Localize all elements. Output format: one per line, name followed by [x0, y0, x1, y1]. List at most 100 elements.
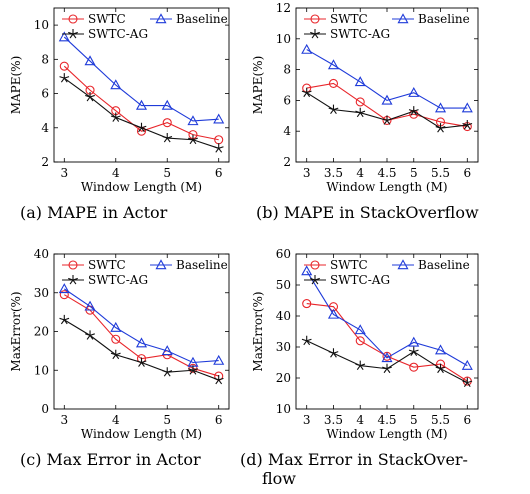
chart-d-xtick-label: 5.5 — [431, 413, 450, 427]
chart-c-legend-label-swtc-ag: SWTC-AG — [88, 273, 148, 287]
chart-d-line-baseline — [306, 270, 468, 367]
chart-b-point-swtc-ag — [328, 104, 339, 115]
chart-b-ytick-label: 4 — [283, 124, 291, 138]
chart-b: 3 3.5 4 4.5 5 5.5 6 2 4 6 8 10 12 Window Length (M) MA… — [251, 1, 479, 194]
chart-b-point-baseline — [354, 76, 366, 87]
chart-c-ytick-label: 0 — [41, 402, 49, 416]
chart-c-ytick-label: 30 — [34, 286, 49, 300]
chart-c-xtick-label: 6 — [215, 413, 223, 427]
chart-d-ytick-label: 50 — [276, 278, 291, 292]
chart-b-point-baseline — [434, 102, 447, 113]
caption-b: (b) MAPE in StackOverflow — [256, 203, 479, 222]
chart-d-ytick-label: 20 — [276, 371, 291, 385]
chart-a-xlabel: Window Length (M) — [81, 180, 202, 194]
chart-c-point-swtc-ag — [213, 374, 224, 385]
chart-d-xlabel: Window Length (M) — [326, 427, 447, 441]
chart-b-xtick-label: 5.5 — [431, 166, 450, 180]
chart-c-point-swtc — [188, 363, 198, 373]
chart-c-point-swtc-ag — [59, 314, 70, 325]
chart-d-point-swtc — [355, 336, 365, 346]
chart-d-point-swtc — [302, 299, 312, 309]
chart-d-point-baseline — [301, 265, 313, 276]
chart-c-point-baseline — [110, 321, 122, 332]
chart-b-xtick-label: 3 — [303, 166, 311, 180]
chart-d-point-swtc-ag — [301, 335, 312, 346]
chart-b-legend-label-swtc: SWTC — [330, 12, 368, 26]
chart-a-point-swtc-ag — [213, 143, 224, 153]
chart-c-legend-marker-swtc-ag — [68, 275, 78, 285]
chart-d-point-swtc-ag — [355, 360, 366, 370]
chart-b-point-baseline — [461, 102, 473, 113]
caption-a: (a) MAPE in Actor — [20, 203, 168, 222]
chart-a-point-swtc-ag — [59, 73, 70, 83]
chart-b-legend-label-swtc-ag: SWTC-AG — [330, 27, 390, 41]
chart-b-point-baseline — [408, 86, 420, 97]
chart-c: 3 4 5 6 0 10 20 30 40 Window Length (M) MaxError(%… — [9, 247, 230, 441]
chart-a-point-baseline — [58, 31, 70, 42]
chart-a-legend-label-swtc: SWTC — [88, 12, 126, 26]
chart-d-point-swtc-ag — [408, 346, 419, 357]
chart-c-legend-label-baseline: Baseline — [176, 258, 228, 272]
chart-a-xtick-label: 4 — [112, 166, 120, 180]
chart-a-ytick-label: 10 — [34, 18, 49, 32]
chart-c-point-baseline — [161, 345, 173, 356]
chart-d-xtick-label: 3.5 — [324, 413, 343, 427]
chart-d-legend-marker-swtc-ag — [310, 275, 320, 285]
chart-a-ytick-label: 2 — [41, 155, 49, 169]
chart-a-legend-label-baseline: Baseline — [176, 12, 228, 26]
chart-a-ytick-label: 8 — [41, 52, 49, 66]
chart-b-xtick-label: 4 — [356, 166, 364, 180]
chart-c-point-swtc — [59, 290, 69, 300]
chart-b-point-swtc-ag — [355, 107, 366, 118]
chart-a-legend-label-swtc-ag: SWTC-AG — [88, 27, 148, 41]
chart-a-legend-marker-baseline — [155, 13, 167, 24]
chart-b-ytick-label: 6 — [283, 93, 291, 107]
chart-a-line-swtc — [63, 65, 219, 141]
chart-d-legend-label-swtc-ag: SWTC-AG — [330, 273, 390, 287]
chart-b-ytick-label: 12 — [276, 1, 291, 15]
chart-a: 3 4 5 6 2 4 6 8 10 Window Length (M) MAPE(%) SWTC Ba… — [9, 7, 230, 194]
chart-b-legend-marker-baseline — [397, 13, 409, 24]
chart-d-legend-marker-swtc — [310, 260, 320, 270]
chart-a-point-baseline — [187, 115, 199, 126]
chart-d-xtick-label: 4 — [356, 413, 364, 427]
chart-a-xtick-label: 5 — [163, 166, 171, 180]
chart-b-legend-label-baseline: Baseline — [418, 12, 470, 26]
chart-a-point-swtc-ag — [162, 133, 173, 143]
chart-d: 3 3.5 4 4.5 5 5.5 6 10 20 30 40 50 60 Window Length (… — [251, 247, 479, 441]
chart-a-point-swtc — [59, 61, 69, 71]
chart-c-point-baseline — [213, 354, 225, 365]
chart-d-point-baseline — [434, 344, 447, 355]
chart-d-ytick-label: 60 — [276, 247, 291, 261]
chart-b-ylabel: MAPE(%) — [251, 56, 265, 115]
chart-b-xtick-label: 6 — [463, 166, 471, 180]
chart-d-legend-marker-baseline — [397, 259, 409, 270]
chart-d-xtick-label: 6 — [463, 413, 471, 427]
chart-d-legend-label-swtc: SWTC — [330, 258, 368, 272]
chart-b-xtick-label: 4.5 — [377, 166, 396, 180]
chart-b-legend-marker-swtc — [310, 14, 320, 24]
chart-a-frame — [53, 7, 230, 163]
chart-d-point-baseline — [327, 308, 340, 319]
chart-b-point-swtc-ag — [462, 120, 473, 130]
chart-d-ylabel: MaxError(%) — [251, 291, 265, 371]
chart-d-point-baseline — [354, 324, 366, 335]
chart-d-point-swtc-ag — [382, 363, 392, 374]
chart-c-ylabel: MaxError(%) — [9, 291, 23, 371]
chart-a-line-baseline — [63, 36, 219, 122]
chart-c-xtick-label: 4 — [112, 413, 120, 427]
chart-d-point-swtc — [409, 362, 419, 372]
chart-c-point-swtc-ag — [85, 330, 95, 340]
chart-c-point-swtc-ag — [188, 365, 198, 375]
chart-a-xtick-label: 6 — [215, 166, 223, 180]
chart-b-point-baseline — [301, 43, 313, 54]
chart-c-xtick-label: 3 — [60, 413, 68, 427]
chart-d-xtick-label: 3 — [303, 413, 311, 427]
chart-a-legend-marker-swtc-ag — [68, 29, 78, 39]
chart-a-xtick-label: 3 — [60, 166, 68, 180]
chart-c-line-baseline — [63, 288, 219, 364]
chart-a-point-baseline — [213, 113, 225, 124]
chart-a-point-baseline — [135, 99, 148, 110]
chart-d-point-baseline — [461, 359, 473, 370]
